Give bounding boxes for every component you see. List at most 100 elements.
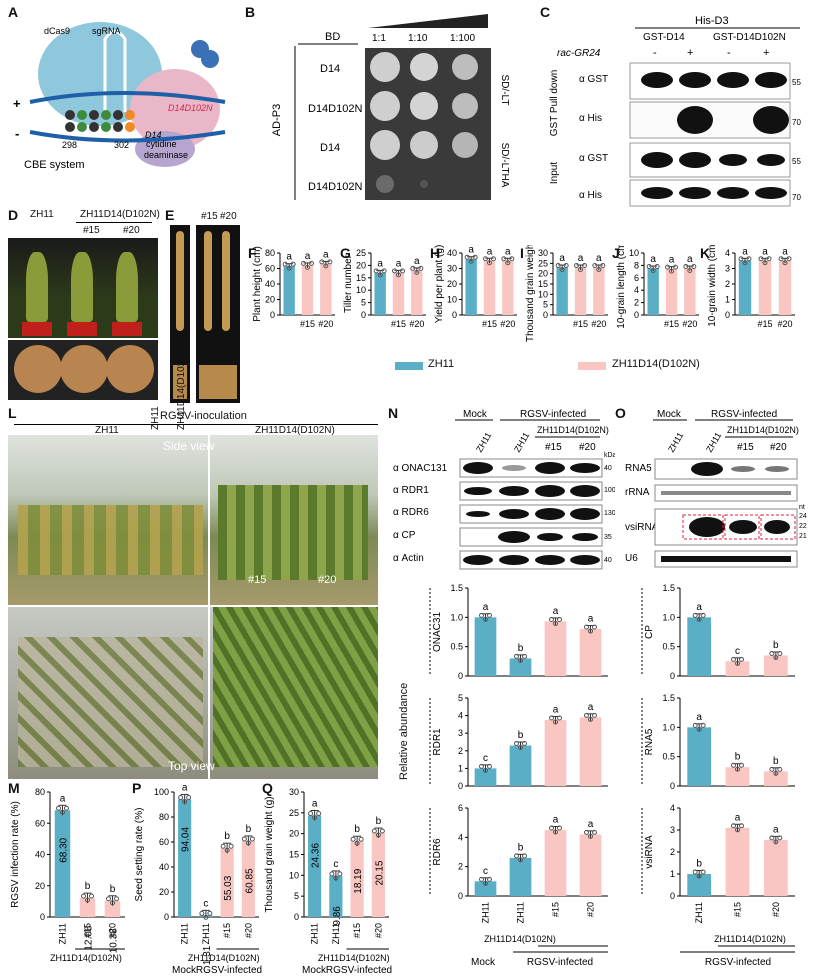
bar bbox=[220, 848, 234, 917]
data-point bbox=[207, 910, 213, 916]
bar bbox=[593, 267, 605, 315]
data-point bbox=[392, 268, 397, 274]
bar bbox=[350, 841, 364, 917]
y-tick-label: 0 bbox=[452, 310, 457, 320]
significance-letter: a bbox=[696, 712, 702, 723]
y-tick-label: 10 bbox=[629, 248, 639, 258]
category-label: #15 bbox=[300, 319, 315, 329]
y-tick-label: 15 bbox=[289, 850, 299, 860]
data-point bbox=[487, 260, 492, 266]
panel-label-m: M bbox=[8, 780, 20, 796]
data-point bbox=[739, 656, 744, 662]
chart-tgw-infected: 0 5 10 15 20 25 30 Thousand grain weight (g) a 24… bbox=[264, 787, 392, 976]
svg-text:302: 302 bbox=[114, 140, 129, 150]
y-tick-label: 25 bbox=[289, 808, 299, 818]
data-point bbox=[483, 880, 488, 886]
bar bbox=[579, 629, 602, 676]
svg-text:rac-GR24: rac-GR24 bbox=[557, 48, 601, 59]
svg-text:#15: #15 bbox=[545, 442, 562, 453]
panel-label-p: P bbox=[132, 780, 142, 796]
data-point bbox=[241, 836, 247, 842]
value-label: 94.04 bbox=[181, 827, 192, 852]
svg-text:-: - bbox=[727, 47, 731, 59]
data-point bbox=[731, 823, 736, 829]
yeast-spots bbox=[370, 52, 478, 193]
y-tick-label: 0.5 bbox=[450, 642, 463, 652]
base-circles bbox=[65, 110, 135, 132]
significance-letter: b bbox=[518, 730, 524, 741]
significance-letter: b bbox=[85, 881, 91, 892]
data-point bbox=[600, 262, 606, 268]
bar bbox=[684, 268, 696, 315]
svg-text:1:10: 1:10 bbox=[408, 33, 428, 44]
data-point bbox=[758, 256, 764, 262]
svg-text:21: 21 bbox=[799, 533, 807, 540]
significance-letter: a bbox=[762, 246, 768, 257]
chart-rdr6: 0 2 4 6 RDR6 c ZH11 b ZH11 a #15 a #20 ZH11D14(D102N)… bbox=[429, 803, 608, 968]
field-top-view-photo: Top view bbox=[8, 607, 378, 779]
y-tick-label: 6 bbox=[458, 803, 463, 813]
bar bbox=[579, 834, 602, 896]
data-point bbox=[746, 256, 752, 262]
data-point bbox=[106, 896, 111, 902]
category-label: ZH11 bbox=[180, 923, 190, 944]
svg-text:D14: D14 bbox=[145, 130, 162, 140]
y-tick-label: 20 bbox=[159, 887, 169, 897]
data-point bbox=[110, 900, 115, 906]
mock-label: Mock bbox=[302, 965, 327, 976]
category-label: ZH11 bbox=[310, 923, 320, 944]
svg-text:ZH11: ZH11 bbox=[512, 431, 531, 454]
data-point bbox=[375, 832, 381, 838]
data-point bbox=[203, 914, 209, 920]
y-tick-label: 40 bbox=[35, 850, 45, 860]
svg-text:1:1: 1:1 bbox=[372, 33, 386, 44]
svg-text:40: 40 bbox=[604, 465, 612, 472]
y-tick-label: 4 bbox=[670, 803, 675, 813]
data-point bbox=[377, 272, 383, 278]
data-point bbox=[665, 264, 670, 270]
svg-text:#20: #20 bbox=[579, 442, 596, 453]
panel-label-n: N bbox=[388, 405, 399, 421]
data-point bbox=[592, 624, 597, 630]
category-label: #15 bbox=[352, 923, 362, 938]
panel-label-k: K bbox=[700, 245, 711, 261]
category-label: ZH11 bbox=[481, 902, 491, 923]
significance-letter: a bbox=[312, 799, 318, 810]
category-label: #15 bbox=[551, 902, 561, 917]
svg-text:100: 100 bbox=[604, 487, 615, 494]
significance-letter: a bbox=[588, 819, 594, 830]
data-point bbox=[479, 763, 484, 769]
significance-letter: b bbox=[773, 756, 779, 767]
data-point bbox=[483, 256, 488, 262]
y-tick-label: 1.5 bbox=[662, 583, 675, 593]
svg-text:Input: Input bbox=[549, 162, 560, 184]
significance-letter: b bbox=[518, 643, 524, 654]
group-label: ZH11D14(D102N) bbox=[318, 953, 390, 963]
data-point bbox=[228, 843, 234, 849]
svg-text:α Actin: α Actin bbox=[393, 553, 424, 564]
bar bbox=[778, 260, 792, 315]
data-point bbox=[692, 869, 698, 875]
svg-text:55: 55 bbox=[792, 157, 801, 166]
panel-label-c: C bbox=[540, 4, 551, 20]
y-tick-label: 1 bbox=[725, 295, 730, 305]
y-tick-label: 4 bbox=[458, 711, 463, 721]
y-tick-label: 0 bbox=[634, 310, 639, 320]
panel-label-a: A bbox=[8, 4, 19, 20]
data-point bbox=[549, 825, 554, 831]
panel-label-q: Q bbox=[262, 780, 273, 796]
category-label: #15 bbox=[573, 319, 588, 329]
data-point bbox=[588, 833, 593, 839]
svg-text:#20: #20 bbox=[770, 442, 787, 453]
significance-letter: a bbox=[742, 246, 748, 257]
data-point bbox=[739, 762, 744, 768]
y-tick-label: 20 bbox=[447, 279, 457, 289]
bar bbox=[104, 900, 121, 917]
y-tick-label: 30 bbox=[447, 264, 457, 274]
data-point bbox=[553, 620, 558, 626]
data-point bbox=[491, 256, 496, 262]
chart-cp: 0 0.5 1.0 1.5 CP a c b bbox=[641, 583, 795, 681]
value-label: 12.08 bbox=[84, 925, 95, 950]
